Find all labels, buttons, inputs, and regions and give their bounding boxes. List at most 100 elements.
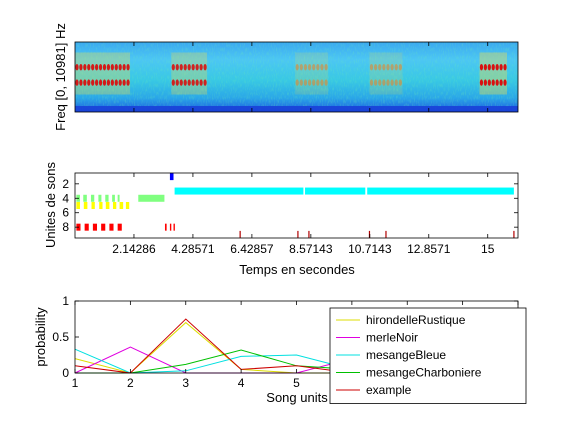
spectrogram-blob [203, 79, 207, 86]
unit-3-segment [367, 187, 514, 195]
unit-3-segment [305, 187, 366, 195]
unit-9-segment [239, 230, 241, 238]
unit-8-segment [84, 223, 89, 231]
legend-label-mesangeBleue: mesangeBleue [366, 348, 446, 362]
spectrogram-blob [499, 79, 503, 86]
spectrogram-blob [122, 63, 126, 71]
spectrogram-blob [75, 63, 79, 71]
spectrogram-blob [110, 79, 114, 86]
spectrogram-blob [95, 63, 99, 71]
spectrogram-y-label: Freq [0, 10981] Hz [53, 23, 68, 131]
probability-x-tick-label: 4 [238, 376, 245, 390]
spectrogram-blob [382, 79, 386, 86]
spectrogram-blob [87, 63, 91, 71]
spectrogram-blob [499, 63, 503, 71]
spectrogram-activity [479, 52, 507, 95]
unit-8-segment [92, 223, 98, 231]
probability-x-tick-label: 1 [72, 376, 79, 390]
spectrogram-blob [386, 63, 390, 71]
spectrogram-blob [295, 63, 299, 71]
units-x-tick-label: 15 [481, 242, 495, 256]
spectrogram-blob [307, 79, 312, 86]
spectrogram-blob [479, 63, 484, 71]
units-x-tick-label: 2.14286 [112, 242, 156, 256]
spectrogram-blob [171, 79, 175, 86]
unit-8-segment [173, 223, 175, 231]
spectrogram-blob [394, 79, 398, 86]
legend-label-merleNoir: merleNoir [366, 331, 418, 345]
spectrogram-blob [118, 79, 122, 86]
spectrogram-blob [171, 63, 175, 71]
spectrogram-blob [79, 79, 83, 86]
spectrogram-blob [203, 63, 207, 71]
probability-panel: 00.51123456789 Song units probability hi… [33, 294, 527, 405]
spectrogram-blob [199, 79, 203, 86]
spectrogram-blob [390, 63, 394, 71]
spectrogram-blob [98, 79, 103, 86]
units-segments [76, 173, 515, 238]
spectrogram-blob [316, 63, 320, 71]
spectrogram-x-ticks [133, 42, 489, 112]
spectrogram-blob [386, 79, 390, 86]
spectrogram-blob [299, 63, 303, 71]
probability-y-tick-label: 1 [62, 294, 69, 308]
legend-label-hirondelleRustique: hirondelleRustique [366, 313, 466, 327]
spectrogram-blob [106, 79, 111, 86]
unit-5-segment [76, 202, 80, 209]
spectrogram-blob [106, 63, 111, 71]
legend-box [329, 307, 527, 404]
spectrogram-blob [390, 79, 394, 86]
spectrogram-blob [199, 63, 203, 71]
unit-5-segment [99, 202, 103, 209]
spectrogram-blob [307, 63, 312, 71]
spectrogram-blob [324, 63, 328, 71]
unit-9-segment [297, 230, 299, 238]
units-x-tick-label: 10.7143 [348, 242, 392, 256]
spectrogram-blob [195, 63, 199, 71]
spectrogram-blob [479, 79, 484, 86]
spectrogram-blob [122, 79, 126, 86]
spectrogram-blob [299, 79, 303, 86]
spectrogram-blob [102, 79, 107, 86]
units-y-tick-label: 2 [62, 177, 69, 191]
spectrogram-blob [378, 79, 382, 86]
spectrogram-blob [187, 79, 191, 86]
legend: hirondelleRustique merleNoir mesangeBleue m… [329, 307, 527, 404]
unit-4-segment [105, 194, 109, 202]
spectrogram-blob [394, 63, 398, 71]
units-x-tick-label: 12.8571 [407, 242, 451, 256]
spectrogram-blob [303, 79, 308, 86]
spectrogram-low-band [75, 106, 518, 112]
spectrogram-blob [75, 79, 79, 86]
unit-8-segment [169, 223, 172, 231]
spectrogram-blob [374, 63, 378, 71]
unit-4-segment [83, 194, 87, 202]
probability-x-tick-label: 2 [127, 376, 134, 390]
spectrogram-blob [398, 79, 402, 86]
spectrogram-blob [303, 63, 308, 71]
units-x-label: Temps en secondes [239, 262, 355, 277]
spectrogram-blob [114, 79, 118, 86]
unit-9-segment [513, 230, 515, 238]
spectrogram-blob [126, 79, 130, 86]
spectrogram-blob [126, 63, 130, 71]
unit-4-segment [98, 194, 102, 202]
spectrogram-blob [491, 79, 495, 86]
units-x-tick-label: 8.57143 [289, 242, 333, 256]
spectrogram-blob [175, 63, 179, 71]
unit-8-segment [101, 223, 106, 231]
units-y-label: Unites de sons [43, 162, 58, 248]
spectrogram-blob [316, 79, 320, 86]
unit-8-segment [109, 223, 114, 231]
spectrogram-blob [102, 63, 107, 71]
spectrogram-blob [495, 79, 499, 86]
units-x-tick-label: 6.42857 [230, 242, 274, 256]
spectrogram-activity [369, 52, 403, 95]
unit-5-segment [125, 202, 130, 209]
unit-8-segment [164, 223, 167, 231]
spectrogram-blob [114, 63, 118, 71]
spectrogram-blob [503, 79, 507, 86]
spectrogram-blob [118, 63, 122, 71]
spectrogram-noise [75, 42, 518, 112]
